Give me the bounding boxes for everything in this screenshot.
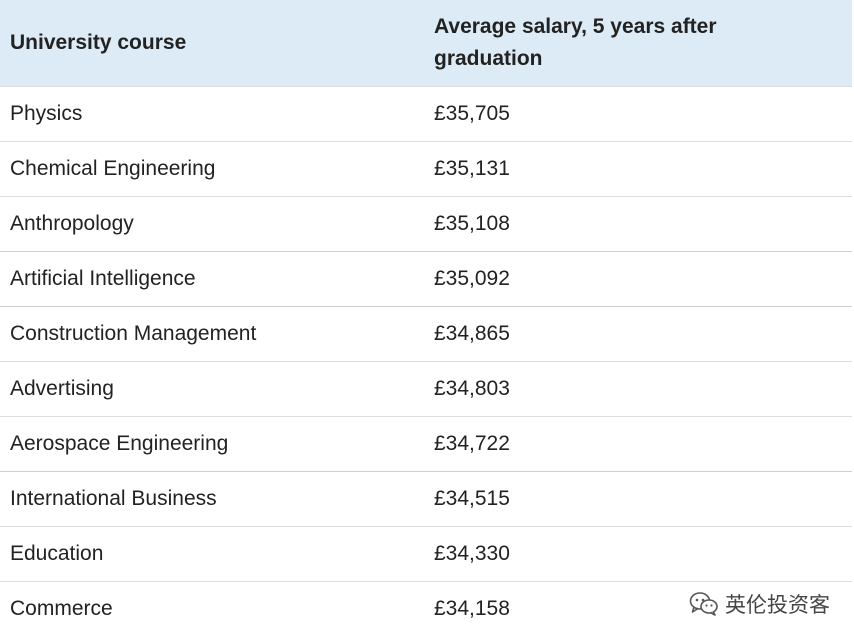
salary-cell: £34,803 (434, 376, 510, 400)
table-row: Construction Management £34,865 (0, 306, 852, 361)
header-salary: Average salary, 5 years after graduation (434, 14, 717, 70)
course-cell: Anthropology (10, 211, 134, 235)
salary-cell: £34,515 (434, 486, 510, 510)
table-row: International Business £34,515 (0, 471, 852, 526)
course-cell: Construction Management (10, 321, 257, 345)
salary-cell: £34,722 (434, 431, 510, 455)
salary-cell: £35,092 (434, 266, 510, 290)
salary-cell: £35,131 (434, 156, 510, 180)
table-row: Chemical Engineering £35,131 (0, 141, 852, 196)
course-cell: Chemical Engineering (10, 156, 216, 180)
table-row: Commerce £34,158 (0, 581, 852, 636)
course-cell: Aerospace Engineering (10, 431, 229, 455)
table-row: Education £34,330 (0, 526, 852, 581)
header-course: University course (10, 30, 187, 54)
course-cell: Education (10, 541, 104, 565)
course-cell: International Business (10, 486, 217, 510)
table-header-row: University course Average salary, 5 year… (0, 0, 852, 86)
watermark: 英伦投资客 (689, 589, 830, 619)
salary-cell: £34,865 (434, 321, 510, 345)
table-row: Anthropology £35,108 (0, 196, 852, 251)
salary-cell: £34,330 (434, 541, 510, 565)
course-cell: Physics (10, 101, 83, 125)
wechat-icon (689, 591, 719, 617)
course-cell: Advertising (10, 376, 114, 400)
table-row: Aerospace Engineering £34,722 (0, 416, 852, 471)
watermark-text: 英伦投资客 (725, 593, 830, 617)
table-row: Advertising £34,803 (0, 361, 852, 416)
course-cell: Commerce (10, 596, 113, 620)
table-row: Physics £35,705 (0, 86, 852, 141)
table-row: Artificial Intelligence £35,092 (0, 251, 852, 306)
salary-cell: £35,108 (434, 211, 510, 235)
salary-cell: £35,705 (434, 101, 510, 125)
salary-cell: £34,158 (434, 596, 510, 620)
course-cell: Artificial Intelligence (10, 266, 196, 290)
